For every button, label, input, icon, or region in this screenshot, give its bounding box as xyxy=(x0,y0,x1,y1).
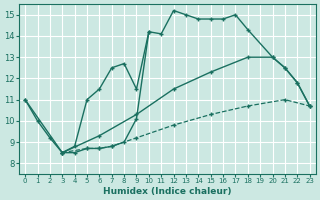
X-axis label: Humidex (Indice chaleur): Humidex (Indice chaleur) xyxy=(103,187,232,196)
